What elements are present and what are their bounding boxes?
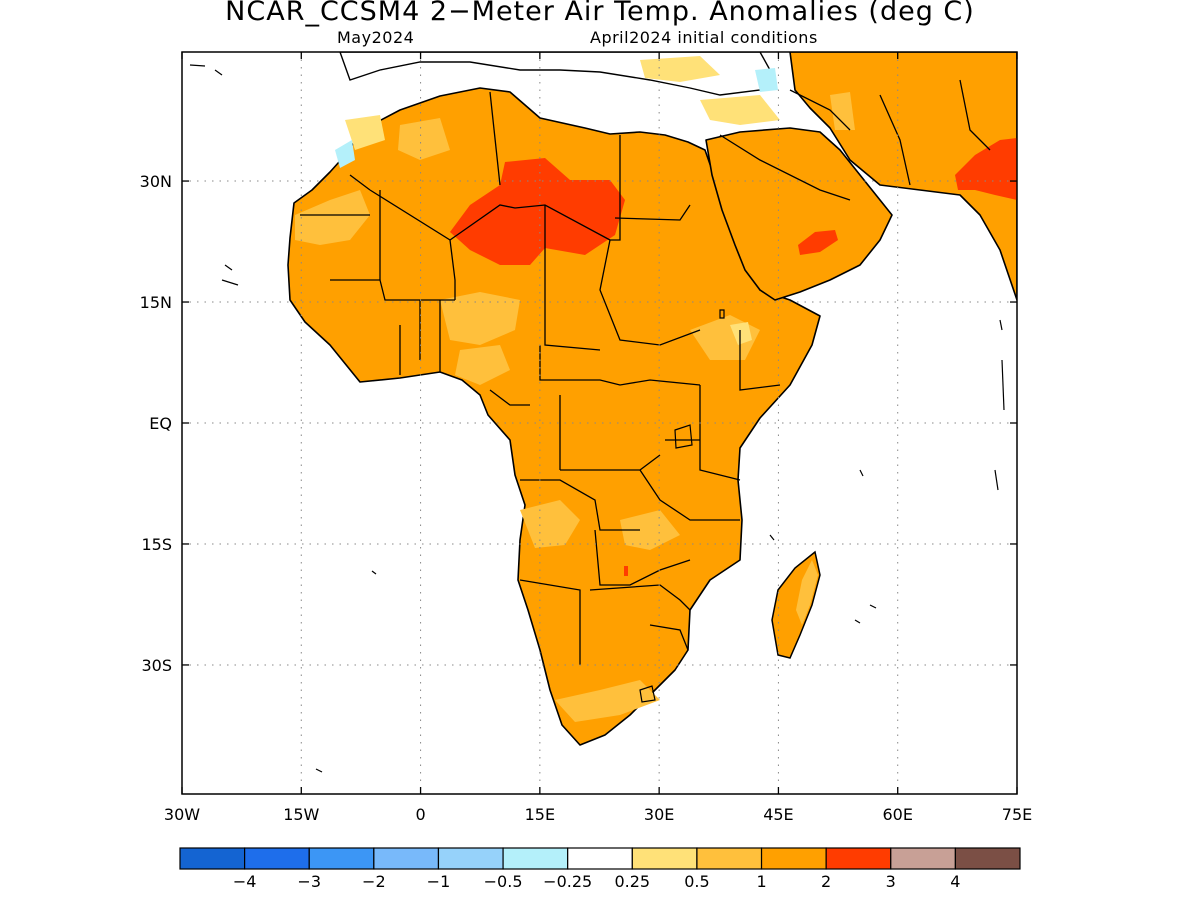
colorbar-label: 0.5 bbox=[684, 872, 709, 891]
colorbar-swatch bbox=[696, 847, 763, 870]
colorbar-swatch bbox=[954, 847, 1021, 870]
lon-tick-label: 75E bbox=[1002, 805, 1032, 824]
arabia-landmass bbox=[705, 127, 893, 301]
colorbar-label: −3 bbox=[297, 872, 321, 891]
colorbar-swatch bbox=[825, 847, 892, 870]
colorbar-label: −1 bbox=[427, 872, 451, 891]
colorbar-label: 4 bbox=[950, 872, 960, 891]
lat-tick-label: 15N bbox=[140, 293, 172, 312]
colorbar-label: −4 bbox=[233, 872, 257, 891]
colorbar-swatch bbox=[373, 847, 440, 870]
islands-and-lakes bbox=[189, 64, 1005, 773]
axis-ticks: 30W 15W 0 15E 30E 45E 60E 75E 30N 15N EQ 15S 30S bbox=[140, 52, 1032, 824]
colorbar-label: 2 bbox=[821, 872, 831, 891]
lon-tick-label: 60E bbox=[882, 805, 912, 824]
anomaly-neg-0-25-regions bbox=[335, 68, 778, 168]
colorbar-swatch bbox=[308, 847, 375, 870]
colorbar-swatch bbox=[437, 847, 504, 870]
forecast-month: May2024 bbox=[337, 28, 415, 47]
colorbar-label: 0.25 bbox=[614, 872, 650, 891]
colorbar: −4 −3 −2 −1 −0.5 −0.25 0.25 0.5 1 2 3 4 bbox=[179, 847, 1021, 891]
map-field bbox=[189, 52, 1017, 773]
anomaly-2-to-3-regions bbox=[450, 138, 1017, 576]
colorbar-label: 1 bbox=[756, 872, 766, 891]
chart-title: NCAR_CCSM4 2−Meter Air Temp. Anomalies (… bbox=[225, 0, 975, 27]
colorbar-swatch bbox=[179, 847, 246, 870]
colorbar-swatch bbox=[244, 847, 310, 870]
colorbar-label: 3 bbox=[886, 872, 896, 891]
colorbar-swatch bbox=[502, 847, 569, 870]
lat-tick-label: EQ bbox=[149, 414, 172, 433]
colorbar-label: −0.5 bbox=[484, 872, 523, 891]
colorbar-swatch bbox=[631, 847, 698, 870]
colorbar-label: −2 bbox=[362, 872, 386, 891]
lon-tick-label: 0 bbox=[415, 805, 425, 824]
colorbar-swatch bbox=[890, 847, 956, 870]
lon-tick-label: 45E bbox=[763, 805, 793, 824]
lat-tick-label: 30N bbox=[140, 172, 172, 191]
colorbar-swatch bbox=[567, 847, 633, 870]
country-borders bbox=[300, 79, 991, 665]
lat-tick-label: 15S bbox=[141, 535, 172, 554]
lon-tick-label: 30E bbox=[644, 805, 674, 824]
colorbar-label: −0.25 bbox=[543, 872, 592, 891]
lat-tick-label: 30S bbox=[141, 656, 172, 675]
anomaly-0-25-to-0-5-regions bbox=[345, 56, 780, 345]
lon-tick-label: 30W bbox=[164, 805, 200, 824]
colorbar-swatch bbox=[760, 847, 827, 870]
lon-tick-label: 15E bbox=[525, 805, 555, 824]
initial-conditions: April2024 initial conditions bbox=[590, 28, 818, 47]
lon-tick-label: 15W bbox=[283, 805, 319, 824]
madagascar-east-band bbox=[796, 560, 818, 625]
africa-landmass bbox=[287, 87, 821, 746]
